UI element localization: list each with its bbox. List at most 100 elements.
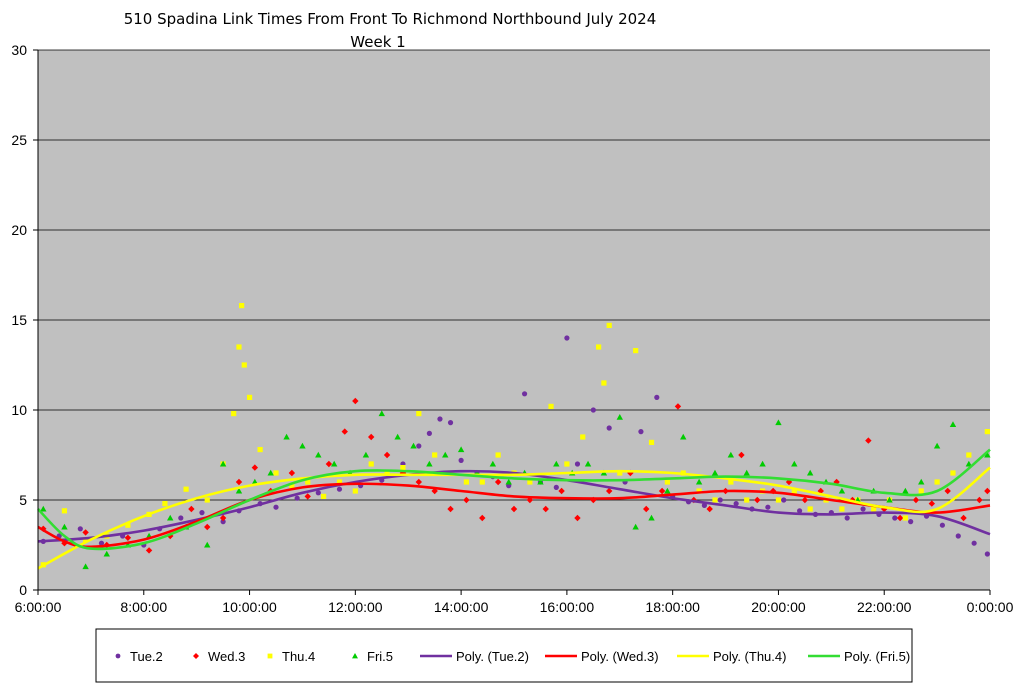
y-tick-label: 20	[11, 222, 27, 238]
data-point	[235, 487, 243, 494]
data-point	[299, 442, 306, 449]
data-point	[695, 478, 703, 485]
data-point	[315, 451, 322, 458]
data-point	[219, 514, 227, 522]
trend-poly-tue-2	[37, 469, 991, 543]
data-point	[542, 505, 549, 513]
data-point	[426, 460, 433, 467]
trend-poly-fri-5	[37, 448, 991, 551]
data-point	[908, 519, 914, 525]
trend-lines	[37, 448, 991, 570]
data-point	[674, 403, 682, 410]
data-point	[548, 403, 554, 409]
data-point	[806, 469, 814, 476]
data-point	[606, 487, 613, 495]
data-point	[236, 344, 242, 350]
data-point	[839, 506, 845, 512]
data-point	[304, 493, 311, 500]
data-point	[902, 487, 909, 494]
legend-item: Poly. (Tue.2)	[420, 649, 529, 664]
data-point	[384, 470, 390, 476]
legend-item: Thu.4	[267, 649, 315, 664]
data-point	[553, 484, 559, 490]
data-point	[458, 457, 464, 463]
data-point	[204, 497, 210, 503]
data-point	[658, 487, 666, 495]
data-point	[706, 505, 713, 513]
data-point	[82, 529, 89, 536]
data-point	[727, 451, 735, 458]
trend-poly-wed-3	[37, 482, 991, 549]
legend-label: Poly. (Wed.3)	[581, 649, 659, 664]
data-point	[728, 479, 734, 485]
data-point	[305, 479, 311, 485]
chart-title: 510 Spadina Link Times From Front To Ric…	[124, 10, 657, 28]
data-point	[717, 497, 723, 503]
data-point	[976, 496, 983, 504]
data-point	[574, 514, 581, 522]
data-point	[457, 446, 465, 453]
data-point	[383, 451, 391, 459]
data-point	[912, 496, 920, 504]
legend-label: Wed.3	[208, 649, 245, 664]
data-point	[246, 394, 253, 400]
y-tick-label: 30	[11, 42, 27, 58]
data-point	[257, 447, 263, 453]
data-point	[61, 523, 68, 530]
data-point	[416, 443, 422, 449]
data-point	[928, 500, 936, 507]
data-point	[918, 488, 924, 494]
data-point	[341, 428, 348, 435]
legend	[95, 628, 913, 683]
data-point	[791, 488, 797, 494]
data-point	[643, 505, 650, 513]
data-point	[394, 433, 401, 440]
data-point	[564, 461, 570, 467]
data-point	[415, 478, 422, 486]
data-point	[580, 434, 586, 440]
data-point	[606, 425, 612, 431]
legend-label: Poly. (Fri.5)	[844, 649, 910, 664]
legend-marker	[267, 653, 273, 659]
legend-item: Tue.2	[115, 649, 163, 664]
data-point	[648, 514, 655, 521]
data-point	[865, 437, 872, 444]
data-point	[944, 487, 951, 495]
data-point	[437, 416, 443, 422]
data-point	[950, 470, 956, 476]
x-tick-label: 6:00:00	[15, 599, 62, 615]
y-tick-label: 25	[11, 132, 27, 148]
data-point	[696, 488, 702, 494]
data-point	[273, 504, 279, 510]
data-point	[183, 486, 189, 492]
x-tick-label: 16:00:00	[540, 599, 595, 615]
data-point	[219, 460, 227, 467]
data-point	[871, 506, 877, 512]
data-point	[971, 540, 977, 546]
data-point	[601, 380, 607, 386]
data-point	[368, 433, 375, 441]
data-point	[939, 522, 946, 528]
data-point	[596, 344, 602, 350]
data-point	[744, 497, 750, 503]
data-point	[584, 460, 592, 467]
data-point	[251, 464, 259, 471]
x-tick-labels: 6:00:00 8:00:00 10:00:00 12:00:00 14:00:00 16…	[15, 590, 1014, 615]
data-point	[124, 534, 132, 541]
data-point	[606, 322, 612, 328]
x-tick-label: 18:00:00	[645, 599, 700, 615]
data-point	[886, 496, 893, 503]
data-point	[416, 411, 422, 417]
data-point	[352, 488, 358, 494]
y-tick-label: 5	[19, 492, 27, 508]
x-tick-label: 22:00:00	[857, 599, 912, 615]
data-point	[933, 442, 941, 449]
data-point	[336, 479, 343, 485]
chart-subtitle: Week 1	[350, 33, 405, 51]
data-point	[220, 519, 226, 525]
data-point	[241, 362, 247, 368]
data-point	[965, 460, 973, 467]
data-point	[633, 348, 639, 354]
data-point	[712, 497, 718, 503]
data-point	[463, 479, 469, 485]
